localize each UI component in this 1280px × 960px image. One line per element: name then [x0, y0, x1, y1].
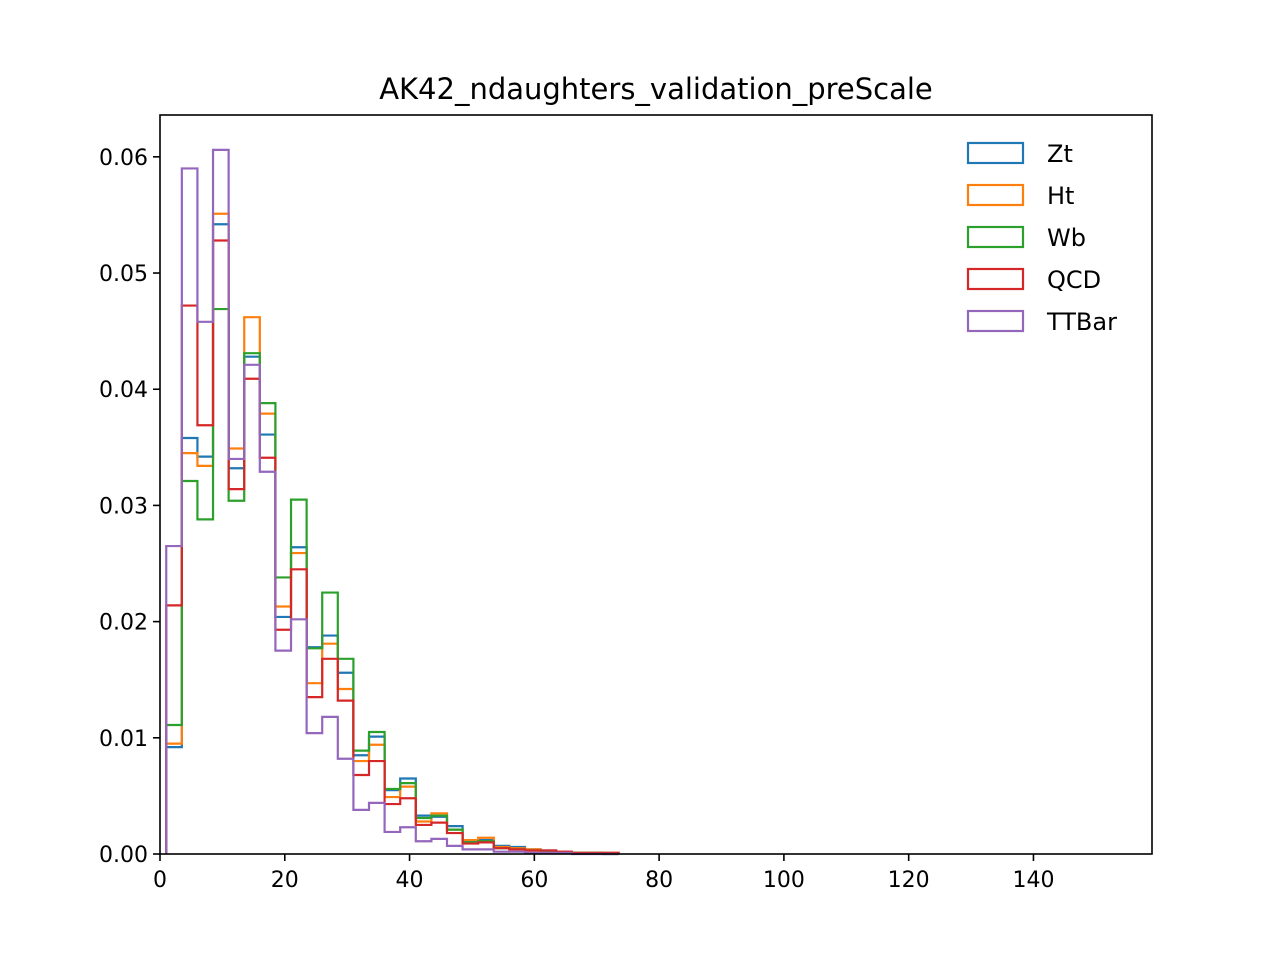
legend-label-ht: Ht: [1047, 182, 1074, 210]
series-qcd-step-line: [165, 239, 620, 854]
legend-swatch-ht: [966, 183, 1025, 207]
y-tick-label: 0.02: [99, 611, 148, 636]
y-tick-label: 0.00: [99, 843, 148, 868]
y-tick-label: 0.03: [99, 494, 148, 519]
x-tick-label: 120: [888, 868, 930, 893]
x-tick-label: 140: [1012, 868, 1054, 893]
x-tick-label: 20: [271, 868, 299, 893]
y-tick-label: 0.04: [99, 378, 148, 403]
legend-label-zt: Zt: [1047, 140, 1073, 168]
x-tick-label: 80: [645, 868, 673, 893]
x-tick-label: 0: [153, 868, 167, 893]
y-tick-label: 0.05: [99, 262, 148, 287]
chart-title: AK42_ndaughters_validation_preScale: [379, 72, 933, 106]
legend-swatch-qcd: [966, 267, 1025, 291]
x-tick-label: 100: [763, 868, 805, 893]
plot-area: [165, 148, 620, 856]
x-tick-label: 40: [396, 868, 424, 893]
legend-label-qcd: QCD: [1047, 266, 1101, 294]
x-tick-label: 60: [520, 868, 548, 893]
series-ttbar-step-line: [165, 148, 619, 856]
axes-frame: [159, 114, 1153, 855]
axes: 0 20 40 60 80 100 120 140 0.00 0.01 0.02 0.03 0.04 0.…: [99, 114, 1153, 893]
legend-swatch-wb: [966, 225, 1025, 249]
legend-label-ttbar: TTBar: [1046, 308, 1117, 336]
legend-label-wb: Wb: [1047, 224, 1086, 252]
legend-swatch-ttbar: [966, 309, 1025, 333]
legend-swatch-zt: [966, 141, 1025, 165]
y-tick-label: 0.06: [99, 146, 148, 171]
legend: Zt Ht Wb QCD TTBar: [966, 140, 1117, 336]
y-tick-label: 0.01: [99, 727, 148, 752]
